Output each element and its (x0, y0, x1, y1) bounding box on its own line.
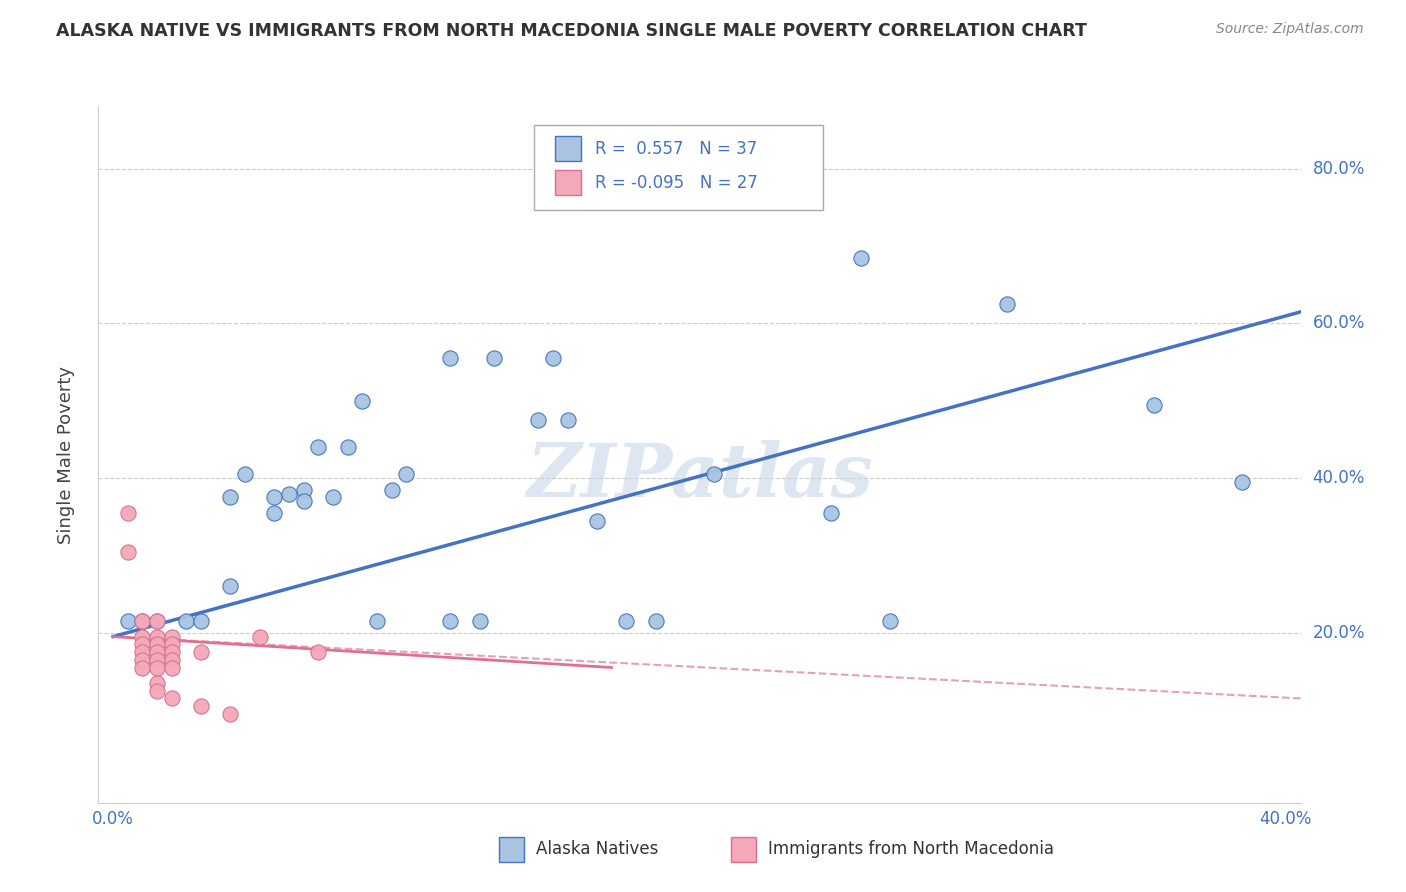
Point (146, 653, 169, 667)
Text: ALASKA NATIVE VS IMMIGRANTS FROM NORTH MACEDONIA SINGLE MALE POVERTY CORRELATION: ALASKA NATIVE VS IMMIGRANTS FROM NORTH M… (56, 22, 1087, 40)
Point (307, 440, 329, 454)
Point (160, 660, 183, 674)
Point (468, 614, 491, 628)
Point (146, 630, 169, 644)
Point (703, 467, 725, 482)
Point (190, 614, 212, 628)
Point (160, 637, 183, 651)
Point (176, 614, 198, 628)
Text: 60.0%: 60.0% (1313, 315, 1365, 333)
Point (117, 544, 139, 558)
Point (146, 645, 169, 659)
Point (160, 653, 183, 667)
Point (160, 630, 183, 644)
Point (614, 614, 637, 628)
Point (131, 614, 153, 628)
Point (233, 467, 256, 482)
Point (190, 645, 212, 659)
Text: 40.0%: 40.0% (1313, 469, 1365, 487)
Point (131, 645, 153, 659)
Point (586, 514, 609, 528)
Text: R = -0.095   N = 27: R = -0.095 N = 27 (595, 174, 758, 192)
Point (439, 614, 461, 628)
Point (219, 706, 242, 721)
Point (849, 251, 872, 265)
Point (557, 413, 579, 427)
Text: Source: ZipAtlas.com: Source: ZipAtlas.com (1216, 22, 1364, 37)
Text: ZIPatlas: ZIPatlas (526, 440, 873, 512)
Point (879, 614, 901, 628)
Point (381, 483, 404, 497)
Point (1230, 475, 1253, 489)
Point (146, 683, 169, 698)
Text: R =  0.557   N = 37: R = 0.557 N = 37 (595, 140, 756, 158)
Text: 20.0%: 20.0% (1313, 624, 1365, 641)
Point (263, 491, 285, 505)
Point (160, 645, 183, 659)
Point (527, 413, 550, 427)
Point (146, 660, 169, 674)
Point (117, 614, 139, 628)
Text: 0.0%: 0.0% (93, 810, 134, 828)
Point (146, 614, 169, 628)
Point (278, 486, 301, 500)
Point (292, 494, 315, 508)
Y-axis label: Single Male Poverty: Single Male Poverty (56, 366, 75, 544)
Point (131, 630, 153, 644)
Point (439, 351, 461, 366)
Point (249, 630, 271, 644)
Text: 40.0%: 40.0% (1260, 810, 1312, 828)
Point (995, 297, 1018, 311)
Point (131, 653, 153, 667)
Point (146, 637, 169, 651)
Point (484, 351, 506, 366)
Point (131, 614, 153, 628)
Point (820, 506, 842, 520)
Point (219, 491, 242, 505)
Point (1143, 398, 1166, 412)
Point (366, 614, 388, 628)
Point (131, 660, 153, 674)
Text: 80.0%: 80.0% (1313, 160, 1365, 178)
Text: Immigrants from North Macedonia: Immigrants from North Macedonia (768, 840, 1053, 858)
Point (292, 483, 315, 497)
Point (395, 467, 418, 482)
Point (117, 506, 139, 520)
Point (146, 614, 169, 628)
Point (644, 614, 666, 628)
Point (131, 637, 153, 651)
Point (146, 676, 169, 690)
Text: Alaska Natives: Alaska Natives (536, 840, 658, 858)
Point (219, 579, 242, 593)
Point (541, 351, 564, 366)
Point (322, 491, 344, 505)
Point (160, 691, 183, 706)
Point (307, 645, 329, 659)
Point (263, 506, 285, 520)
Point (190, 699, 212, 714)
Point (352, 393, 374, 408)
Point (336, 440, 359, 454)
